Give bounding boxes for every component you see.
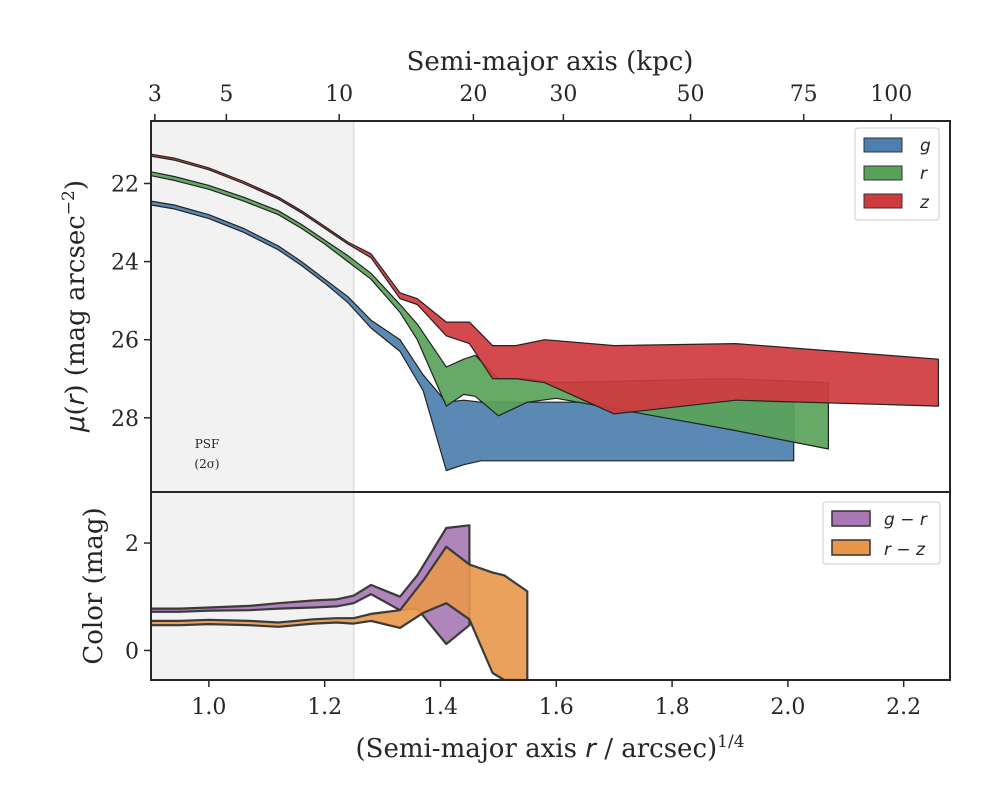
legend-label-g: g xyxy=(920,136,931,156)
top-x-tick-label: 30 xyxy=(549,82,577,107)
color-panel-series xyxy=(151,524,529,680)
psf-band-color xyxy=(151,492,354,680)
bottom-x-tick-label: 2.0 xyxy=(770,695,805,720)
band-r xyxy=(151,171,829,450)
bottom-x-tick-label: 1.0 xyxy=(191,695,226,720)
psf-sigma-label: (2σ) xyxy=(194,457,219,471)
band-r-z xyxy=(151,545,529,680)
main-legend: g r z xyxy=(854,127,940,221)
bottom-x-axis: 1.0 1.2 1.4 1.6 1.8 2.0 2.2 xyxy=(191,680,921,720)
top-x-tick-label: 5 xyxy=(219,82,233,107)
top-x-tick-label: 10 xyxy=(325,82,353,107)
top-axis-title: Semi-major axis (kpc) xyxy=(407,47,694,77)
main-y-tick-label: 26 xyxy=(111,329,139,354)
main-y-tick-label: 22 xyxy=(111,172,139,197)
color-y-axis: 20 xyxy=(125,532,151,664)
top-x-tick-label: 75 xyxy=(790,82,818,107)
top-x-tick-label: 20 xyxy=(459,82,487,107)
color-y-axis-title: Color (mag) xyxy=(79,507,109,664)
psf-shaded-region-color xyxy=(151,492,355,680)
bottom-x-tick-label: 1.2 xyxy=(307,695,342,720)
top-x-tick-label: 50 xyxy=(677,82,705,107)
top-x-axis: 3 5 10 20 30 50 75 100 xyxy=(148,82,912,121)
top-x-tick-label: 3 xyxy=(148,82,162,107)
bottom-x-tick-label: 2.2 xyxy=(886,695,921,720)
band-z xyxy=(151,153,939,415)
psf-shaded-region xyxy=(151,121,355,492)
bottom-x-tick-label: 1.6 xyxy=(539,695,574,720)
legend-swatch-g xyxy=(863,137,903,153)
bottom-x-tick-label: 1.4 xyxy=(423,695,458,720)
legend-label-g-r: g − r xyxy=(884,510,928,530)
legend-swatch-z xyxy=(863,193,903,209)
color-panel-frame xyxy=(150,491,951,681)
color-y-tick-label: 0 xyxy=(125,639,139,664)
legend-swatch-r xyxy=(863,165,903,181)
bottom-axis-title: (Semi-major axis r / arcsec)1/4 xyxy=(355,732,744,764)
main-y-axis-title: μ(r) (mag arcsec−2) xyxy=(59,180,91,433)
main-y-axis: 22 24 26 28 xyxy=(111,172,151,432)
main-y-tick-label: 24 xyxy=(111,251,139,276)
bottom-x-tick-label: 1.8 xyxy=(655,695,690,720)
main-panel-series xyxy=(151,153,939,472)
legend-swatch-r-z xyxy=(831,539,871,556)
color-y-tick-label: 2 xyxy=(125,532,139,557)
top-x-tick-label: 100 xyxy=(870,82,912,107)
legend-label-r-z: r − z xyxy=(884,540,926,560)
legend-label-r: r xyxy=(920,164,928,184)
psf-band-main xyxy=(151,121,354,492)
main-y-tick-label: 28 xyxy=(111,407,139,432)
color-legend: g − r r − z xyxy=(822,501,941,565)
psf-label: PSF xyxy=(195,437,220,451)
legend-swatch-g-r xyxy=(831,510,871,527)
band-g-r xyxy=(151,524,471,646)
legend-label-z: z xyxy=(919,193,930,213)
